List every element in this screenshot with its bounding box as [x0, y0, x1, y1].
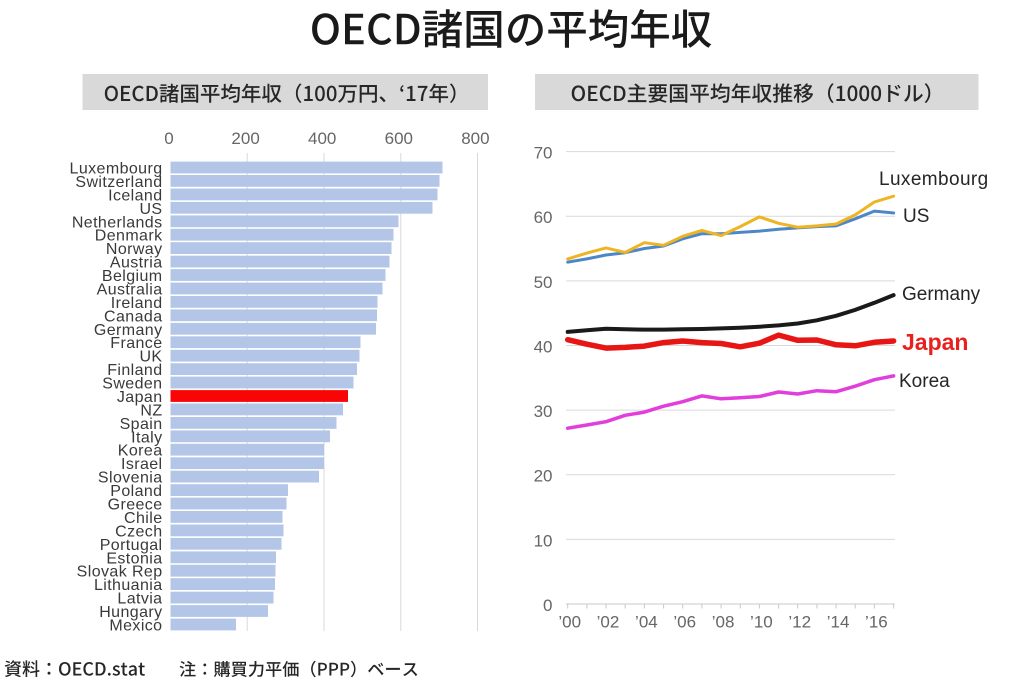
svg-text:US: US [139, 201, 162, 218]
svg-text:France: France [110, 335, 162, 352]
svg-text:Slovenia: Slovenia [98, 470, 163, 487]
svg-text:Hungary: Hungary [99, 604, 162, 621]
svg-text:20: 20 [534, 467, 553, 486]
svg-text:Mexico: Mexico [109, 618, 162, 635]
svg-text:Luxembourg: Luxembourg [879, 169, 989, 190]
svg-text:Czech: Czech [115, 523, 162, 540]
svg-text:Australia: Australia [97, 282, 163, 299]
svg-text:Latvia: Latvia [117, 591, 162, 608]
svg-text:Italy: Italy [131, 429, 162, 446]
svg-text:Lithuania: Lithuania [94, 577, 163, 594]
svg-text:400: 400 [308, 129, 336, 148]
svg-text:40: 40 [534, 338, 553, 357]
svg-text:Ireland: Ireland [111, 295, 163, 312]
svg-text:Belgium: Belgium [102, 268, 163, 285]
svg-text:’10: ’10 [750, 613, 773, 632]
svg-text:Iceland: Iceland [108, 187, 162, 204]
svg-text:Japan: Japan [902, 329, 968, 355]
svg-text:UK: UK [139, 349, 162, 366]
svg-text:Korea: Korea [899, 371, 950, 392]
svg-text:200: 200 [231, 129, 259, 148]
svg-text:Portugal: Portugal [100, 537, 163, 554]
svg-text:0: 0 [164, 129, 173, 148]
svg-text:Spain: Spain [120, 416, 163, 433]
svg-text:Poland: Poland [110, 483, 162, 500]
svg-text:60: 60 [534, 208, 553, 227]
svg-text:800: 800 [461, 129, 489, 148]
svg-text:Sweden: Sweden [102, 376, 162, 393]
svg-text:’02: ’02 [597, 613, 620, 632]
svg-text:Korea: Korea [118, 443, 163, 460]
svg-text:Chile: Chile [124, 510, 162, 527]
svg-text:30: 30 [534, 402, 553, 421]
svg-text:Austria: Austria [110, 255, 163, 272]
svg-text:Switzerland: Switzerland [75, 174, 162, 191]
svg-text:Estonia: Estonia [106, 550, 162, 567]
svg-text:600: 600 [385, 129, 413, 148]
svg-text:’06: ’06 [673, 613, 696, 632]
svg-text:’00: ’00 [558, 613, 581, 632]
svg-text:Canada: Canada [104, 308, 162, 325]
svg-text:US: US [903, 206, 929, 227]
svg-text:Finland: Finland [107, 362, 162, 379]
svg-text:Slovak Rep: Slovak Rep [77, 564, 163, 581]
svg-text:Israel: Israel [121, 456, 163, 473]
svg-text:10: 10 [534, 531, 553, 550]
svg-text:’14: ’14 [827, 613, 850, 632]
svg-text:Norway: Norway [106, 241, 163, 258]
svg-text:Germany: Germany [94, 322, 163, 339]
svg-text:Greece: Greece [108, 497, 163, 514]
svg-text:0: 0 [543, 596, 552, 615]
svg-text:50: 50 [534, 273, 553, 292]
svg-text:Denmark: Denmark [95, 228, 163, 245]
svg-text:Netherlands: Netherlands [72, 214, 163, 231]
svg-text:Luxembourg: Luxembourg [70, 161, 163, 178]
svg-text:Japan: Japan [117, 389, 163, 406]
svg-text:’12: ’12 [788, 613, 811, 632]
svg-text:’04: ’04 [635, 613, 658, 632]
svg-text:Germany: Germany [902, 284, 981, 305]
svg-text:70: 70 [534, 144, 553, 163]
svg-text:NZ: NZ [140, 402, 162, 419]
svg-text:’08: ’08 [712, 613, 735, 632]
svg-text:’16: ’16 [865, 613, 888, 632]
